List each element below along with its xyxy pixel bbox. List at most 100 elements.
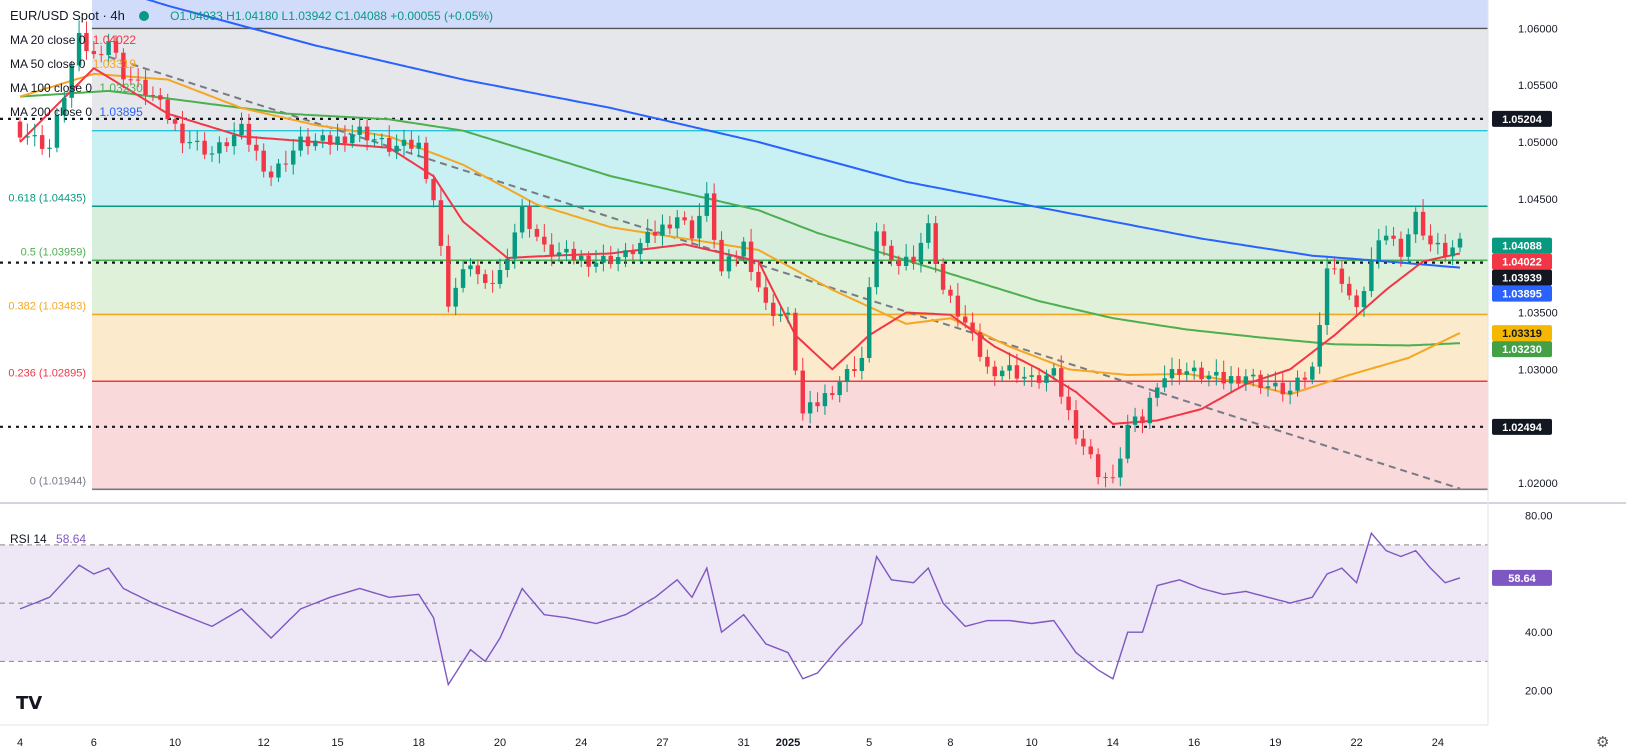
- price-badge-1.02494: 1.02494: [1492, 418, 1552, 435]
- ma20-legend[interactable]: MA 20 close 0 1.04022: [10, 33, 136, 47]
- candle: [1155, 382, 1160, 407]
- candle-body: [416, 142, 421, 149]
- candle-body: [313, 140, 318, 147]
- candle-body: [1310, 366, 1315, 380]
- candle-body: [741, 241, 746, 257]
- gear-icon[interactable]: ⚙: [1596, 734, 1610, 751]
- fib-label-2: 0.382 (1.03483): [8, 300, 86, 312]
- price-badge-bg: [1492, 110, 1552, 127]
- price-badge-1.03319: 1.03319: [1492, 325, 1552, 342]
- candle-body: [645, 231, 650, 243]
- candle-body: [69, 65, 74, 98]
- candle: [1265, 373, 1271, 397]
- fib-band-1: [92, 28, 1488, 131]
- candle-body: [623, 250, 628, 258]
- candle: [645, 219, 650, 248]
- candle-body: [350, 134, 355, 144]
- candle: [128, 66, 133, 85]
- candle: [1295, 370, 1300, 397]
- candle-body: [438, 200, 444, 246]
- price-tick-label: 1.05000: [1518, 137, 1558, 149]
- price-badge-bg: [1492, 418, 1552, 435]
- candle: [483, 269, 488, 289]
- trendline[interactable]: [108, 55, 1461, 490]
- candle: [313, 133, 318, 151]
- ma50-legend[interactable]: MA 50 close 0 1.03319: [10, 57, 136, 71]
- candle-body: [571, 248, 577, 260]
- candle: [852, 356, 857, 377]
- candle: [1051, 363, 1057, 381]
- candle: [187, 130, 193, 150]
- candle-body: [940, 263, 946, 290]
- candle-body: [630, 250, 636, 255]
- candle: [62, 91, 67, 123]
- candle-body: [1036, 375, 1042, 383]
- tradingview-logo-icon[interactable]: TV: [16, 693, 43, 714]
- price-badge-bg: [1492, 325, 1552, 342]
- candle-body: [1369, 260, 1374, 292]
- candle: [675, 210, 680, 238]
- price-badge-1.04088: 1.04088: [1492, 237, 1552, 254]
- candle-body: [1132, 416, 1138, 425]
- candle: [423, 136, 429, 184]
- candle: [711, 183, 717, 249]
- candle-body: [1081, 438, 1086, 447]
- candle: [1317, 312, 1322, 374]
- candle: [1206, 370, 1212, 387]
- candle: [239, 112, 244, 140]
- candle: [1221, 360, 1226, 390]
- candle: [39, 125, 45, 155]
- candle-body: [47, 147, 52, 149]
- candle-body: [387, 138, 392, 152]
- candle-body: [423, 142, 429, 179]
- symbol-legend[interactable]: EUR/USD Spot · 4h O1.04033 H1.04180 L1.0…: [10, 8, 493, 23]
- candle-body: [778, 314, 783, 317]
- ma50-label: MA 50 close 0: [10, 57, 86, 71]
- time-tick-label: 14: [1107, 737, 1119, 749]
- candle-body: [1029, 375, 1034, 377]
- price-badge-text: 1.03895: [1502, 289, 1542, 301]
- candle-body: [1059, 368, 1064, 397]
- candle-body: [1051, 368, 1057, 376]
- symbol-title[interactable]: EUR/USD Spot · 4h: [10, 8, 125, 23]
- candle: [1036, 367, 1042, 389]
- candle-body: [542, 236, 547, 245]
- candle-body: [401, 139, 407, 146]
- ma100-legend[interactable]: MA 100 close 0 1.03230: [10, 81, 143, 95]
- candle-body: [704, 193, 709, 216]
- candle: [76, 20, 82, 72]
- candle: [830, 385, 835, 400]
- candle: [497, 258, 503, 289]
- candle: [320, 129, 325, 148]
- rsi-legend[interactable]: RSI 14 58.64: [10, 532, 86, 546]
- candle: [468, 258, 473, 277]
- candle-body: [1155, 387, 1160, 398]
- candle: [431, 174, 436, 208]
- candle: [1420, 199, 1426, 241]
- candle-body: [497, 270, 503, 284]
- price-badge-1.05204: 1.05204: [1492, 110, 1552, 127]
- candle: [350, 124, 355, 148]
- candle: [1443, 234, 1448, 263]
- candle-body: [32, 135, 37, 137]
- candle-body: [357, 126, 362, 135]
- candle-body: [91, 51, 97, 55]
- candle-body: [1007, 365, 1012, 371]
- candle-body: [1265, 386, 1271, 389]
- rsi-line: [19, 531, 1461, 687]
- candle: [1191, 360, 1197, 380]
- candle-body: [305, 136, 311, 147]
- candle-body: [549, 244, 554, 256]
- candle: [608, 245, 613, 269]
- ma200-legend[interactable]: MA 200 close 0 1.03895: [10, 105, 143, 119]
- candle-body: [1191, 367, 1197, 372]
- candle-body: [379, 138, 385, 140]
- candle: [963, 305, 968, 329]
- candle-body: [1214, 371, 1219, 376]
- candle-body: [1332, 268, 1337, 270]
- candles: [17, 20, 1463, 488]
- candle: [1243, 369, 1249, 391]
- candle-body: [608, 255, 613, 264]
